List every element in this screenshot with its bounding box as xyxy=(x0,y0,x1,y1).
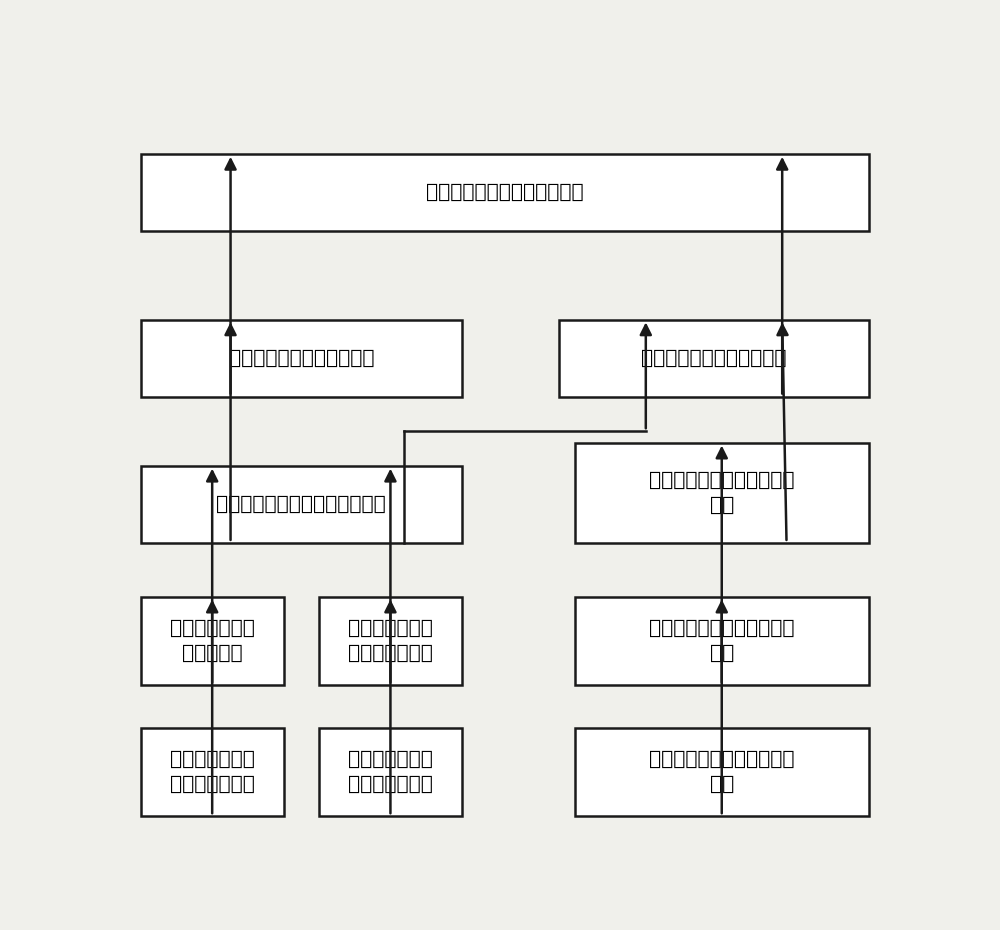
Text: 多阀方式实测整
体流量特性计算: 多阀方式实测整 体流量特性计算 xyxy=(348,619,433,663)
Text: 单阀方式实测整体流量特性
计算: 单阀方式实测整体流量特性 计算 xyxy=(649,619,794,663)
Bar xyxy=(319,597,462,685)
Bar xyxy=(574,727,869,817)
Bar xyxy=(574,443,869,543)
Bar xyxy=(140,320,462,396)
Bar xyxy=(140,466,462,543)
Text: 获取单阀整体流量特性试验
数据: 获取单阀整体流量特性试验 数据 xyxy=(649,750,794,794)
Text: 多阀方式整体流量特性优化: 多阀方式整体流量特性优化 xyxy=(229,349,374,367)
Text: 单阀方式整体流量特性仿真
计算: 单阀方式整体流量特性仿真 计算 xyxy=(649,471,794,514)
Bar xyxy=(140,597,284,685)
Bar xyxy=(559,320,869,396)
Text: 获取多阀整体流
量特性试验数据: 获取多阀整体流 量特性试验数据 xyxy=(348,750,433,794)
Text: 单多阀切换整体流量特性优化: 单多阀切换整体流量特性优化 xyxy=(426,183,584,202)
Text: 高压调门实测流
量特性计算: 高压调门实测流 量特性计算 xyxy=(170,619,255,663)
Bar xyxy=(140,154,869,231)
Bar xyxy=(319,727,462,817)
Text: 多阀方式整体流量特性仿真计算: 多阀方式整体流量特性仿真计算 xyxy=(216,495,386,513)
Bar xyxy=(140,727,284,817)
Text: 单阀方式整体流量特性优化: 单阀方式整体流量特性优化 xyxy=(641,349,787,367)
Text: 获取高压调门流
量特性试验数据: 获取高压调门流 量特性试验数据 xyxy=(170,750,255,794)
Bar xyxy=(574,597,869,685)
